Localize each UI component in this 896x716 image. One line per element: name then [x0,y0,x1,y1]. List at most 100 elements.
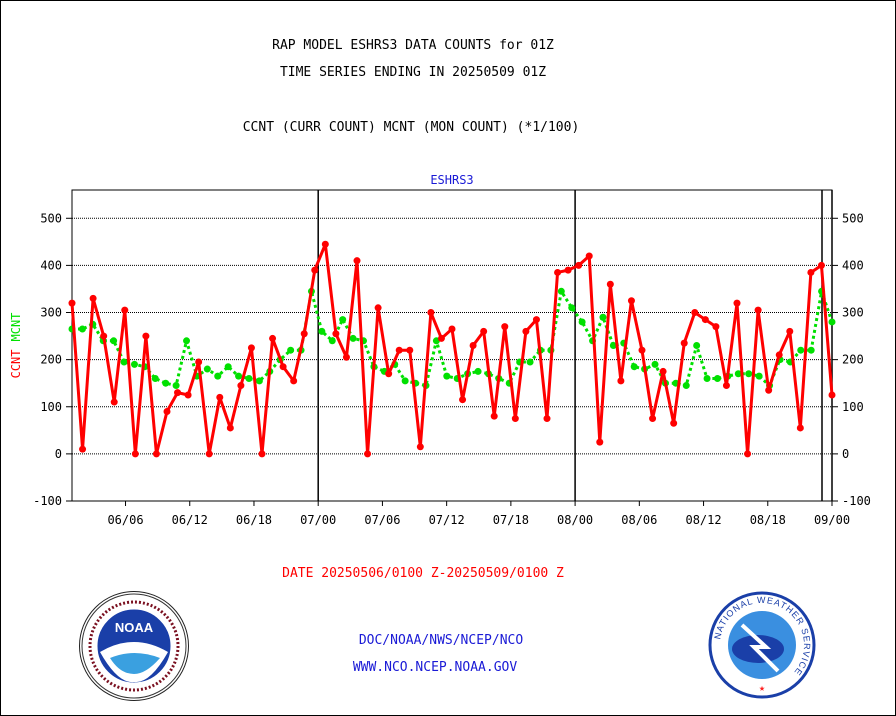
mcnt-point [568,304,576,312]
ccnt-point [216,393,224,401]
ccnt-point [627,297,635,305]
website-link[interactable]: WWW.NCO.NCEP.NOAA.GOV [352,660,518,675]
ccnt-point [269,334,277,342]
y-tick-label-left: 200 [40,353,62,367]
panel-title: ESHRS3 [430,173,473,187]
ccnt-point [174,389,182,397]
mcnt-point [713,374,721,382]
y-tick-label-right: -100 [842,494,871,508]
x-tick-label: 07/18 [493,513,529,527]
x-tick-label: 06/18 [236,513,272,527]
y-tick-label-right: 400 [842,258,864,272]
ccnt-point [501,323,509,331]
ccnt-point [712,323,720,331]
mcnt-point [630,363,638,371]
ccnt-point [828,391,836,399]
mcnt-point [162,379,170,387]
ccnt-point [121,306,129,314]
ccnt-point [775,351,783,359]
ccnt-point [490,412,498,420]
x-tick-label: 08/00 [557,513,593,527]
mcnt-point [151,374,159,382]
ccnt-point [258,450,266,458]
mcnt-point [797,346,805,354]
ccnt-point [163,407,171,415]
mcnt-point [130,360,138,368]
mcnt-point [120,358,128,366]
ccnt-point [796,424,804,432]
ccnt-point [480,327,488,335]
ccnt-point [807,268,815,276]
ccnt-point [606,280,614,288]
x-tick-label: 06/06 [107,513,143,527]
y-tick-label-right: 500 [842,211,864,225]
ccnt-point [701,316,709,324]
nws-logo-art: NATIONAL WEATHER SERVICE ★ [708,591,816,699]
y-tick-label-right: 0 [842,447,849,461]
noaa-logo-text: NOAA [115,620,154,635]
mcnt-point [401,377,409,385]
ccnt-point [437,334,445,342]
ccnt-point [247,344,255,352]
mcnt-point [578,318,586,326]
ccnt-point [374,304,382,312]
y-axis-label-text: CCNT MCNT [9,313,23,379]
ccnt-point [395,346,403,354]
mcnt-point [734,370,742,378]
ccnt-point [353,257,361,265]
ccnt-line [70,242,834,456]
nws-logo-star: ★ [759,683,765,694]
ccnt-point [416,443,424,451]
ccnt-point [585,252,593,260]
x-tick-label: 08/06 [621,513,657,527]
mcnt-point [755,372,763,380]
mcnt-point [443,372,451,380]
ccnt-point [617,377,625,385]
ccnt-point [786,327,794,335]
ccnt-point [406,346,414,354]
ccnt-point [680,339,688,347]
mcnt-point [828,318,836,326]
y-tick-label-right: 300 [842,306,864,320]
ccnt-point [817,261,825,269]
ccnt-point [670,419,678,427]
mcnt-point [526,358,534,366]
ccnt-point [89,294,97,302]
ccnt-point [575,261,583,269]
nws-logo: NATIONAL WEATHER SERVICE ★ [708,591,816,699]
mcnt-point [745,370,753,378]
mcnt-point [328,337,336,345]
x-tick-label: 08/18 [750,513,786,527]
mcnt-point [172,382,180,390]
ccnt-point [342,353,350,361]
mcnt-point [349,334,357,342]
ccnt-point [744,450,752,458]
ccnt-point [152,450,160,458]
y-tick-label-left: 100 [40,400,62,414]
y-axis-label: CCNT MCNT [9,313,23,379]
ccnt-point [300,330,308,338]
ccnt-point [532,316,540,324]
mcnt-point [78,325,86,333]
ccnt-point [79,445,87,453]
ccnt-point [195,358,203,366]
mcnt-point [287,346,295,354]
mcnt-point [203,365,211,373]
x-tick-label: 06/12 [172,513,208,527]
mcnt-point [609,342,617,349]
ccnt-point [279,363,287,371]
x-tick-label: 07/12 [429,513,465,527]
mcnt-point [110,337,118,345]
ccnt-point [659,367,667,375]
ccnt-point [427,309,435,317]
org-path: DOC/NOAA/NWS/NCEP/NCO [358,633,524,648]
x-tick-label: 07/00 [300,513,336,527]
ccnt-point [638,346,646,354]
ccnt-point [68,299,76,307]
mcnt-point [245,374,253,382]
y-tick-label-right: 100 [842,400,864,414]
y-tick-label-left: -100 [33,494,62,508]
mcnt-point [474,367,482,375]
ccnt-point [205,450,213,458]
x-tick-label: 08/12 [685,513,721,527]
